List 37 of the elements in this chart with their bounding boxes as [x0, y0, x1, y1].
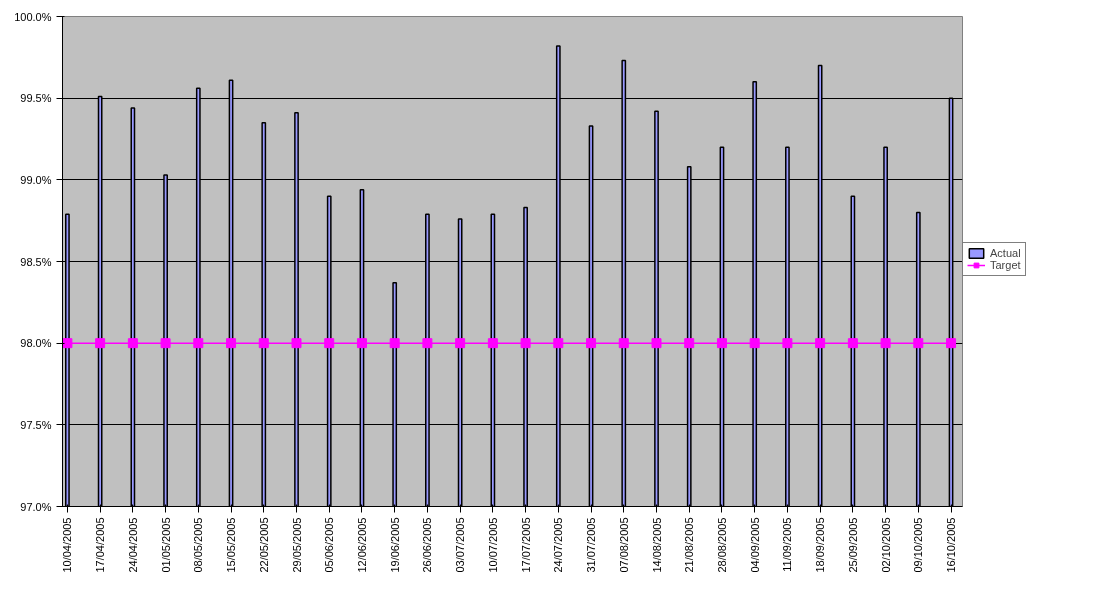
x-tick-label: 03/07/2005	[454, 517, 467, 573]
x-tick-label: 16/10/2005	[945, 517, 958, 573]
y-tick-label: 97.0%	[20, 500, 52, 513]
y-tick-label: 100.0%	[14, 10, 52, 23]
x-tick-label: 15/05/2005	[225, 517, 238, 573]
x-tick-label: 02/10/2005	[879, 517, 892, 573]
y-tick-label: 98.0%	[20, 337, 52, 350]
x-tick-label: 18/09/2005	[814, 517, 827, 573]
x-tick-label: 22/05/2005	[257, 517, 270, 573]
x-tick-label: 10/04/2005	[61, 517, 74, 573]
x-tick-label: 09/10/2005	[912, 517, 925, 573]
x-tick-label: 14/08/2005	[650, 517, 663, 573]
x-tick-label: 07/08/2005	[617, 517, 630, 573]
x-tick-label: 17/07/2005	[519, 517, 532, 573]
x-tick-label: 04/09/2005	[748, 517, 761, 573]
x-tick-label: 19/06/2005	[388, 517, 401, 573]
y-tick-label: 99.5%	[20, 92, 52, 105]
x-tick-label: 31/07/2005	[585, 517, 598, 573]
x-tick-label: 28/08/2005	[715, 517, 728, 573]
x-tick-label: 11/09/2005	[781, 517, 794, 572]
x-tick-label: 08/05/2005	[192, 517, 205, 573]
x-tick-label: 24/04/2005	[126, 517, 139, 573]
y-tick-label: 97.5%	[20, 418, 52, 431]
x-tick-label: 17/04/2005	[94, 517, 107, 573]
y-tick-label: 98.5%	[20, 255, 52, 268]
x-tick-label: 10/07/2005	[486, 517, 499, 573]
x-tick-label: 12/06/2005	[355, 517, 368, 573]
x-tick-label: 01/05/2005	[159, 517, 172, 573]
x-tick-label: 26/06/2005	[421, 517, 434, 573]
x-tick-label: 25/09/2005	[846, 517, 859, 573]
legend-label: Target	[990, 259, 1021, 271]
x-tick-label: 21/08/2005	[683, 517, 696, 573]
x-tick-label: 05/06/2005	[323, 517, 336, 573]
y-tick-label: 99.0%	[20, 173, 52, 186]
legend-label: Actual	[990, 247, 1021, 259]
x-tick-label: 29/05/2005	[290, 517, 303, 573]
x-tick-label: 24/07/2005	[552, 517, 565, 573]
